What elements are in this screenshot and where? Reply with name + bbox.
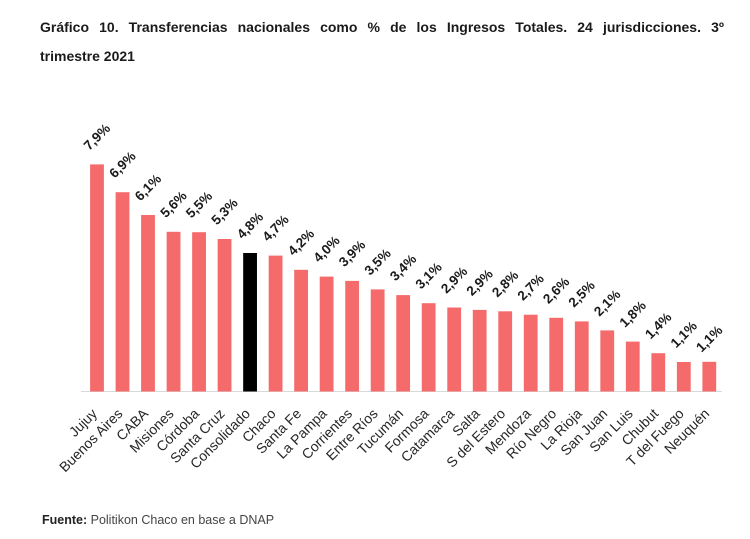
svg-text:6,9%: 6,9% [106, 149, 138, 181]
svg-text:2,1%: 2,1% [591, 287, 623, 319]
svg-text:7,9%: 7,9% [81, 121, 113, 153]
svg-text:6,1%: 6,1% [132, 171, 164, 203]
svg-text:4,7%: 4,7% [259, 212, 291, 244]
svg-text:5,6%: 5,6% [157, 188, 189, 220]
svg-text:1,8%: 1,8% [617, 298, 649, 330]
svg-text:2,9%: 2,9% [464, 266, 496, 298]
